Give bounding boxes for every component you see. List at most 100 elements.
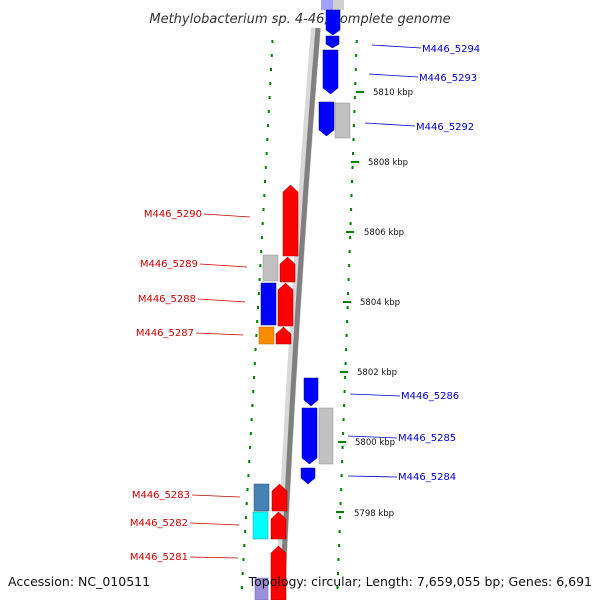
ruler-left-dot-26 [251, 404, 254, 407]
ruler-left-dot-31 [247, 474, 250, 477]
gene-block-m446-5288[interactable] [260, 282, 277, 326]
ruler-left-dot-27 [250, 418, 253, 421]
gene-label-m446-5292[interactable]: M446_5292 [416, 122, 474, 133]
ruler-left-dot-10 [264, 180, 266, 183]
ruler-right-dot-32 [340, 488, 343, 491]
gene-label-m446-5289[interactable]: M446_5289 [140, 259, 198, 270]
gene-label-m446-5287[interactable]: M446_5287 [136, 328, 194, 339]
ruler-left-dot-7 [266, 138, 269, 141]
ruler-left-dot-14 [260, 236, 263, 239]
gene-label-m446-5286[interactable]: M446_5286 [401, 391, 459, 402]
ruler-left-dot-3 [269, 82, 272, 85]
ruler-left-dot-11 [263, 194, 266, 197]
ruler-left-dot-1 [270, 54, 273, 57]
ruler-right-dot-29 [341, 446, 344, 449]
ruler-left-dot-16 [259, 264, 262, 267]
ruler-left-dot-17 [258, 278, 261, 281]
gene-arrow-m446-5290[interactable] [282, 184, 299, 257]
gene-label-m446-5282[interactable]: M446_5282 [130, 518, 188, 529]
ruler-right-dot-20 [346, 320, 349, 323]
ruler-right-dot-15 [348, 250, 351, 253]
gene-arrow-grey[interactable] [333, 0, 344, 10]
gene-label-m446-5285[interactable]: M446_5285 [398, 433, 456, 444]
gene-arrow-m446-5292[interactable] [318, 101, 335, 137]
ruler-right-dot-35 [338, 530, 341, 533]
gene-arrow-m446-5281[interactable] [270, 545, 287, 600]
ruler-right-dot-0 [355, 40, 358, 43]
ruler-left-dot-9 [264, 166, 267, 169]
ruler-right-dot-3 [354, 82, 357, 85]
genome-backbone [279, 27, 321, 600]
gene-label-m446-5290[interactable]: M446_5290 [144, 209, 202, 220]
ruler-left-dot-30 [248, 460, 251, 463]
gene-arrow[interactable] [321, 0, 341, 10]
gene-arrow-m446-5288[interactable] [277, 282, 294, 327]
ruler-left-dot-2 [270, 68, 272, 71]
ruler-left-dot-4 [268, 96, 271, 99]
gene-label-m446-5281[interactable]: M446_5281 [130, 552, 188, 563]
gene-label-m446-5284[interactable]: M446_5284 [398, 472, 456, 483]
gene-block-grey-2[interactable] [318, 407, 334, 465]
ruler-left-dot-15 [260, 250, 263, 253]
gene-arrow-m446-5284[interactable] [300, 467, 316, 485]
ruler-left-dot-38 [241, 572, 244, 575]
ruler-right-dot-26 [343, 404, 346, 407]
ruler-right-dot-5 [353, 110, 356, 113]
ruler-left-dot-18 [257, 292, 260, 295]
ruler-right-dot-17 [347, 278, 350, 281]
gene-block-grey[interactable] [334, 102, 351, 139]
ruler-left-dot-28 [249, 432, 252, 435]
gene-arrow-m446-5293[interactable] [322, 49, 339, 95]
gene-block-grey-3[interactable] [262, 254, 279, 282]
gene-arrow-m446-5283[interactable] [271, 483, 288, 512]
gene-arrow-m446-5294[interactable] [325, 9, 341, 36]
gene-label-m446-5283[interactable]: M446_5283 [132, 490, 190, 501]
ruler-left-dot-6 [267, 124, 270, 127]
gene-features-left [252, 184, 299, 600]
ruler-right-dot-22 [345, 348, 348, 351]
ruler-right-dot-6 [352, 124, 355, 127]
ruler-right-dot-31 [340, 474, 343, 477]
ruler-left-dot-12 [262, 208, 265, 211]
genome-title: Methylobacterium sp. 4-46, complete geno… [149, 12, 450, 27]
ruler-right-dot-18 [347, 292, 350, 295]
tick-label-5802: 5802 kbp [357, 368, 397, 378]
gene-features-right [300, 0, 351, 485]
gene-arrow-m446-5289[interactable] [279, 256, 296, 283]
ruler-right-dot-34 [339, 516, 342, 519]
gene-block-m446-5287[interactable] [258, 326, 275, 345]
tick-label-5798: 5798 kbp [354, 509, 394, 519]
gene-label-m446-5293[interactable]: M446_5293 [419, 73, 477, 84]
gene-arrow-m446-5282[interactable] [270, 511, 287, 540]
ruler-right-dot-1 [355, 54, 358, 57]
ruler-right-dot-10 [351, 180, 353, 183]
ruler-right-dot-24 [344, 376, 347, 379]
ruler-left-dot-13 [261, 222, 264, 225]
gene-block-m446-5282[interactable] [252, 511, 269, 540]
gene-block-lavender[interactable] [254, 577, 269, 600]
gene-arrow-m446-5286[interactable] [303, 377, 319, 407]
ruler-left-dot-25 [252, 390, 255, 393]
ruler-left-dot-5 [267, 110, 270, 113]
tick-label-5806: 5806 kbp [364, 228, 404, 238]
gene-arrow-m446-5285[interactable] [301, 407, 318, 465]
ruler-left-dot-33 [245, 502, 248, 505]
ruler-right-dot-37 [337, 558, 340, 561]
gene-label-m446-5288[interactable]: M446_5288 [138, 294, 196, 305]
ruler-left-dot-32 [246, 488, 249, 491]
ruler-right-dot-12 [350, 208, 353, 211]
ruler-right-dot-14 [349, 236, 352, 239]
ruler-right-dot-7 [352, 138, 355, 141]
ruler-right-dot-36 [338, 544, 341, 547]
ruler-left-dot-22 [254, 348, 257, 351]
gene-block-m446-5283[interactable] [253, 483, 270, 512]
ruler-left-dot-19 [257, 306, 259, 309]
ruler-left-dot-37 [242, 558, 245, 561]
ruler-right-dot-8 [352, 152, 354, 155]
gene-arrow-m446-5294b[interactable] [325, 35, 340, 49]
gene-label-m446-5294[interactable]: M446_5294 [422, 44, 480, 55]
gene-arrow-m446-5287[interactable] [275, 326, 292, 345]
ruler-right-dot-23 [344, 362, 347, 365]
ruler-dots-right [336, 40, 358, 589]
